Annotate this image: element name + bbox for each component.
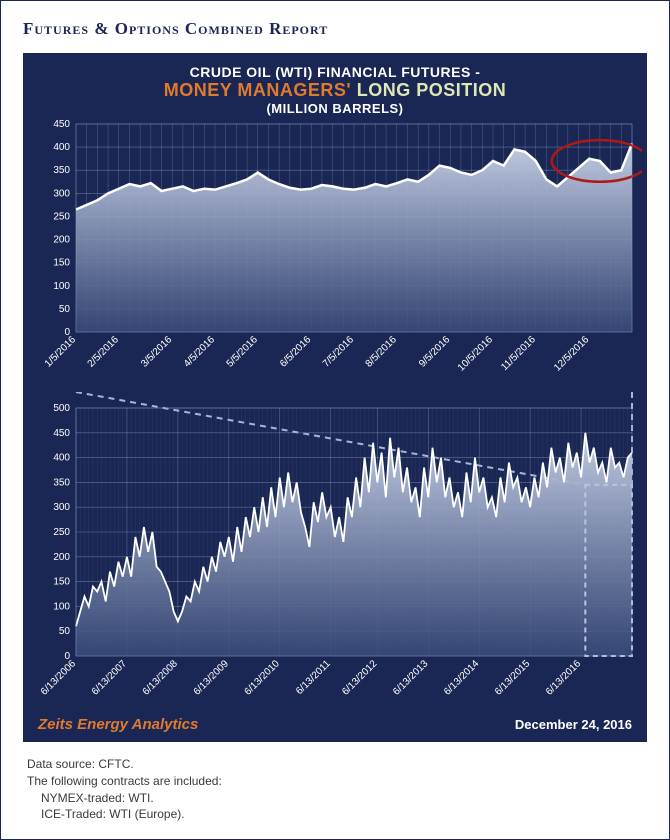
svg-text:6/13/2015: 6/13/2015 bbox=[493, 658, 533, 698]
svg-text:5/5/2016: 5/5/2016 bbox=[225, 334, 261, 370]
note-source: Data source: CFTC. bbox=[27, 756, 643, 773]
svg-text:6/13/2011: 6/13/2011 bbox=[294, 658, 333, 697]
chart-title-line2: MONEY MANAGERS' LONG POSITION bbox=[28, 80, 642, 101]
chart-title-line3: (MILLION BARRELS) bbox=[28, 101, 642, 116]
svg-text:6/13/2012: 6/13/2012 bbox=[340, 658, 380, 698]
chart-title-line1: CRUDE OIL (WTI) FINANCIAL FUTURES - bbox=[28, 64, 642, 80]
svg-text:6/13/2010: 6/13/2010 bbox=[243, 658, 283, 698]
chart-footer: Zeits Energy Analytics December 24, 2016 bbox=[28, 712, 642, 737]
svg-text:12/5/2016: 12/5/2016 bbox=[552, 334, 592, 374]
svg-text:4/5/2016: 4/5/2016 bbox=[182, 334, 218, 370]
svg-text:50: 50 bbox=[59, 304, 71, 315]
top-chart-titles: CRUDE OIL (WTI) FINANCIAL FUTURES - MONE… bbox=[28, 58, 642, 118]
svg-text:400: 400 bbox=[53, 453, 70, 464]
svg-text:350: 350 bbox=[53, 165, 70, 176]
svg-text:450: 450 bbox=[53, 119, 70, 130]
svg-text:1/5/2016: 1/5/2016 bbox=[43, 334, 79, 370]
svg-text:350: 350 bbox=[53, 477, 70, 488]
svg-text:6/13/2007: 6/13/2007 bbox=[90, 658, 130, 698]
svg-text:200: 200 bbox=[53, 552, 70, 563]
report-date: December 24, 2016 bbox=[515, 717, 632, 732]
svg-text:450: 450 bbox=[53, 428, 70, 439]
svg-text:6/13/2009: 6/13/2009 bbox=[192, 658, 232, 698]
svg-text:50: 50 bbox=[59, 626, 71, 637]
svg-text:6/13/2006: 6/13/2006 bbox=[39, 658, 79, 698]
note-contracts: The following contracts are included: bbox=[27, 773, 643, 790]
charts-frame: CRUDE OIL (WTI) FINANCIAL FUTURES - MONE… bbox=[23, 53, 647, 742]
note-nymex: NYMEX-traded: WTI. bbox=[27, 790, 643, 807]
svg-text:400: 400 bbox=[53, 142, 70, 153]
svg-text:6/13/2008: 6/13/2008 bbox=[141, 658, 181, 698]
svg-text:300: 300 bbox=[53, 188, 70, 199]
svg-text:2/5/2016: 2/5/2016 bbox=[86, 334, 122, 370]
svg-text:6/13/2013: 6/13/2013 bbox=[391, 658, 431, 698]
svg-text:6/13/2014: 6/13/2014 bbox=[442, 658, 482, 698]
svg-text:250: 250 bbox=[53, 527, 70, 538]
svg-text:8/5/2016: 8/5/2016 bbox=[364, 334, 400, 370]
svg-text:9/5/2016: 9/5/2016 bbox=[417, 334, 453, 370]
svg-text:100: 100 bbox=[53, 281, 70, 292]
top-chart-svg: 0501001502002503003504004501/5/20162/5/2… bbox=[28, 118, 642, 388]
footnotes: Data source: CFTC. The following contrac… bbox=[1, 748, 669, 833]
top-chart: CRUDE OIL (WTI) FINANCIAL FUTURES - MONE… bbox=[28, 58, 642, 388]
svg-text:300: 300 bbox=[53, 502, 70, 513]
svg-text:250: 250 bbox=[53, 211, 70, 222]
bottom-chart: 0501001502002503003504004505006/13/20066… bbox=[28, 392, 642, 737]
svg-text:500: 500 bbox=[53, 403, 70, 414]
svg-text:7/5/2016: 7/5/2016 bbox=[321, 334, 357, 370]
svg-text:6/13/2016: 6/13/2016 bbox=[544, 658, 584, 698]
svg-text:200: 200 bbox=[53, 235, 70, 246]
svg-text:10/5/2016: 10/5/2016 bbox=[456, 334, 496, 374]
page-title: Futures & Options Combined Report bbox=[1, 1, 669, 49]
note-ice: ICE-Traded: WTI (Europe). bbox=[27, 806, 643, 823]
svg-text:100: 100 bbox=[53, 601, 70, 612]
svg-text:3/5/2016: 3/5/2016 bbox=[139, 334, 175, 370]
svg-text:150: 150 bbox=[53, 577, 70, 588]
bottom-chart-svg: 0501001502002503003504004505006/13/20066… bbox=[28, 392, 642, 712]
svg-text:11/5/2016: 11/5/2016 bbox=[499, 334, 538, 373]
svg-text:150: 150 bbox=[53, 258, 70, 269]
brand-label: Zeits Energy Analytics bbox=[38, 716, 198, 733]
chart-title-line2a: MONEY MANAGERS' bbox=[164, 80, 351, 100]
svg-text:6/5/2016: 6/5/2016 bbox=[278, 334, 314, 370]
chart-title-line2b: LONG POSITION bbox=[351, 80, 506, 100]
